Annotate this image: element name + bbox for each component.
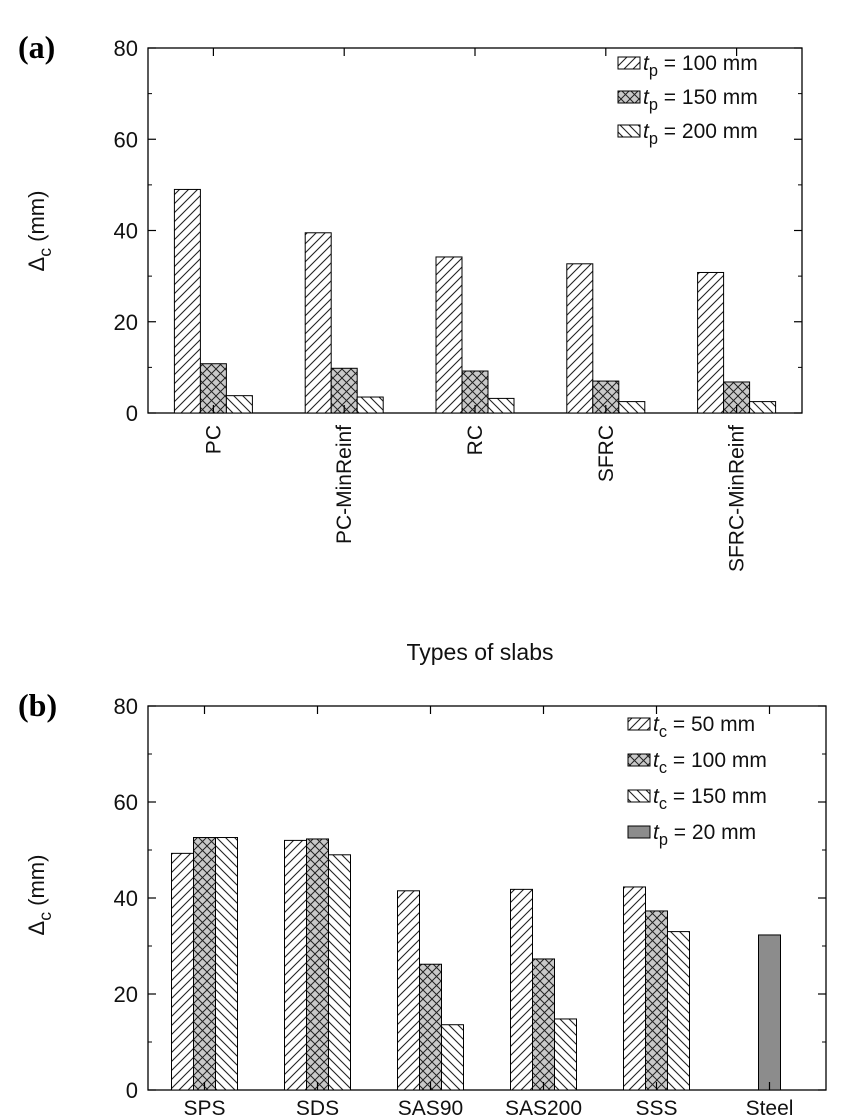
- panel-b-category-label: SPS: [183, 1097, 225, 1118]
- panel-b-bar: [667, 931, 690, 1091]
- panel-a-bar: [199, 363, 227, 414]
- panel-b-bar: [284, 839, 307, 1091]
- panel-b-category-label: SAS90: [398, 1097, 463, 1118]
- panel-b-category-label: SAS200: [505, 1097, 582, 1118]
- panel-b-bar: [419, 963, 442, 1091]
- panel-a-y-tick-label: 80: [114, 36, 138, 61]
- panel-b-category-label: SSS: [635, 1097, 677, 1118]
- panel-b-y-tick-label: 40: [114, 886, 138, 911]
- panel-b-y-tick-label: 0: [126, 1078, 138, 1103]
- panel-a-legend-label: tp = 100 mm: [643, 52, 758, 80]
- panel-b-chart: (b) Δc (mm) 0 20 40 60 80 SPS SDS SAS90 SAS200 SS…: [18, 687, 827, 1118]
- panel-a-legend-swatch: [617, 124, 641, 138]
- panel-a-legend-swatch: [617, 90, 641, 104]
- panel-b-y-tick-label: 20: [114, 982, 138, 1007]
- panel-a-plot-area: 0 20 40 60 80 PC PC-MinReinf RC SFRC SFRC-MinRein…: [114, 36, 803, 572]
- panel-a-category-label: SFRC-MinReinf: [726, 425, 749, 572]
- panel-b-label: (b): [18, 687, 57, 723]
- panel-a-bar: [356, 396, 384, 414]
- panel-b-y-axis-title-text: Δc (mm): [24, 855, 55, 936]
- panel-b-legend-swatch: [627, 717, 651, 731]
- panel-b-bar: [758, 934, 781, 1091]
- panel-a-x-axis-title: Types of slabs: [406, 639, 553, 665]
- panel-b-y-axis-title: Δc (mm): [24, 855, 55, 936]
- panel-a-category-label: PC: [202, 425, 225, 454]
- panel-a-bar: [173, 188, 201, 414]
- panel-a-bar: [697, 271, 725, 414]
- panel-a-y-tick-label: 0: [126, 401, 138, 426]
- panel-a-chart: (a) Δc (mm) 0 20 40 60 80 PC PC-MinReinf RC SFRC…: [18, 29, 803, 665]
- panel-a-y-axis-title-text: Δc (mm): [24, 191, 55, 272]
- panel-a-y-tick-label: 20: [114, 310, 138, 335]
- panel-b-legend-label: tc = 50 mm: [653, 713, 755, 741]
- panel-a-y-tick-label: 40: [114, 219, 138, 244]
- panel-b-y-tick-label: 80: [114, 694, 138, 719]
- panel-a-category-label: RC: [464, 425, 487, 455]
- panel-a-y-axis-title: Δc (mm): [24, 191, 55, 272]
- panel-b-legend-label: tc = 150 mm: [653, 785, 767, 813]
- panel-a-bar: [618, 401, 646, 414]
- panel-a-bar: [566, 263, 594, 414]
- panel-b-legend-swatch: [627, 789, 651, 803]
- panel-a-legend-swatch: [617, 56, 641, 70]
- panel-b-y-tick-label: 60: [114, 790, 138, 815]
- panel-b-bar: [306, 838, 329, 1091]
- panel-b-bar: [510, 888, 533, 1091]
- panel-a-category-label: SFRC: [595, 425, 618, 482]
- panel-b-category-label: Steel: [746, 1097, 794, 1118]
- panel-b-plot-area: 0 20 40 60 80 SPS SDS SAS90 SAS200 SSS Steel tc = 5…: [114, 694, 827, 1118]
- panel-a-category-label: PC-MinReinf: [333, 425, 356, 544]
- panel-b-bar: [554, 1018, 577, 1091]
- panel-b-bar: [441, 1024, 464, 1091]
- panel-b-legend-swatch: [627, 825, 651, 839]
- panel-a-bar: [749, 401, 777, 414]
- panel-b-legend-label: tc = 100 mm: [653, 749, 767, 777]
- panel-b-bar: [532, 958, 555, 1091]
- panel-b-bar: [215, 837, 238, 1091]
- panel-a-y-tick-label: 60: [114, 127, 138, 152]
- panel-a-bar: [304, 232, 332, 414]
- panel-b-bar: [645, 910, 668, 1091]
- panel-a-bar: [487, 397, 515, 414]
- panel-a-bar: [435, 256, 463, 414]
- panel-b-legend-swatch: [627, 753, 651, 767]
- panel-b-bar: [397, 890, 420, 1091]
- panel-b-bar: [193, 837, 216, 1091]
- panel-b-bar: [171, 852, 194, 1091]
- panel-b-bar: [623, 886, 646, 1091]
- panel-b-category-label: SDS: [296, 1097, 339, 1118]
- panel-a-legend-label: tp = 200 mm: [643, 120, 758, 148]
- panel-b-bar: [328, 854, 351, 1091]
- panel-a-bar: [225, 395, 253, 414]
- panel-a-legend-label: tp = 150 mm: [643, 86, 758, 114]
- panel-a-label: (a): [18, 29, 55, 65]
- panel-b-legend-label: tp = 20 mm: [653, 821, 756, 849]
